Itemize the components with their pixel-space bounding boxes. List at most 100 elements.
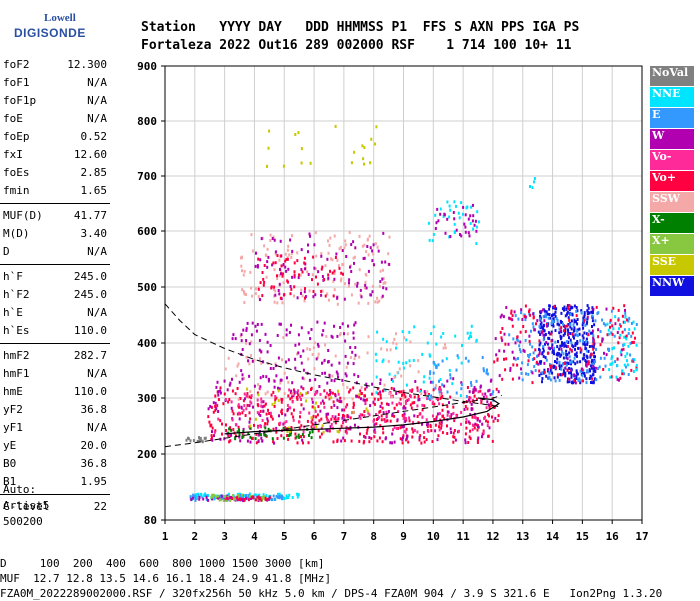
data-point — [552, 349, 555, 353]
data-point — [228, 427, 231, 431]
data-point — [280, 497, 283, 500]
data-point — [561, 307, 564, 311]
data-point — [531, 322, 534, 326]
data-point — [437, 434, 440, 438]
data-point — [449, 373, 452, 377]
autoscaling-info: Auto: Artist5 500200 — [3, 482, 49, 530]
data-point — [354, 246, 357, 250]
data-point — [261, 294, 264, 298]
data-point — [257, 286, 260, 290]
data-point — [311, 422, 314, 426]
data-point — [609, 325, 611, 329]
data-point — [345, 425, 348, 429]
data-point — [291, 400, 294, 404]
data-point — [242, 408, 245, 412]
data-point — [332, 294, 335, 298]
data-point — [469, 331, 472, 335]
data-point — [479, 385, 482, 389]
data-point — [219, 386, 222, 390]
data-point — [210, 435, 213, 439]
data-point — [207, 407, 210, 411]
data-point — [523, 315, 526, 318]
data-point — [211, 493, 214, 497]
data-point — [262, 374, 265, 378]
y-tick-label: 500 — [137, 281, 157, 294]
data-point — [590, 381, 592, 384]
data-point — [590, 375, 593, 379]
data-point — [632, 370, 635, 373]
data-point — [259, 409, 262, 413]
data-point — [274, 252, 277, 256]
data-point — [353, 373, 356, 377]
data-point — [359, 416, 362, 420]
data-point — [280, 495, 283, 499]
data-point — [311, 405, 314, 409]
data-point — [555, 317, 558, 321]
data-point — [631, 331, 634, 335]
data-point — [467, 420, 470, 424]
data-point — [224, 494, 227, 498]
data-point — [317, 270, 320, 274]
data-point — [261, 418, 264, 422]
data-point — [635, 343, 638, 347]
data-point — [549, 365, 552, 369]
data-point — [500, 336, 503, 340]
data-point — [307, 441, 310, 445]
data-point — [346, 386, 349, 390]
data-point — [334, 124, 337, 128]
data-point — [611, 361, 614, 365]
data-point — [460, 387, 463, 391]
data-point — [234, 392, 237, 396]
data-point — [262, 400, 265, 404]
data-point — [289, 406, 292, 410]
data-point — [466, 407, 469, 411]
data-point — [225, 499, 228, 503]
data-point — [368, 440, 371, 444]
data-point — [282, 426, 285, 430]
data-point — [460, 422, 462, 426]
data-point — [469, 222, 472, 225]
data-point — [371, 249, 374, 253]
data-point — [439, 212, 442, 216]
data-point — [573, 318, 576, 322]
data-point — [405, 436, 408, 440]
data-point — [408, 359, 411, 363]
data-point — [246, 403, 249, 407]
data-point — [266, 419, 269, 423]
data-point — [556, 373, 559, 377]
data-point — [614, 315, 617, 319]
data-point — [622, 347, 625, 351]
data-point — [217, 393, 220, 397]
data-point — [430, 332, 433, 336]
data-point — [498, 349, 501, 353]
data-point — [273, 441, 275, 445]
data-point — [382, 277, 385, 281]
data-point — [617, 308, 620, 312]
data-point — [291, 275, 294, 279]
data-point — [290, 389, 293, 393]
data-point — [331, 374, 334, 378]
data-point — [575, 342, 578, 346]
data-point — [448, 235, 451, 239]
data-point — [546, 351, 549, 355]
data-point — [367, 253, 370, 257]
data-point — [548, 346, 551, 350]
x-tick-label: 16 — [606, 530, 620, 543]
data-point — [333, 379, 336, 383]
data-point — [529, 342, 531, 346]
data-point — [309, 234, 311, 238]
data-point — [535, 360, 538, 364]
data-point — [375, 391, 378, 395]
data-point — [435, 364, 438, 368]
data-point — [274, 250, 277, 254]
data-point — [409, 395, 412, 399]
data-point — [449, 235, 452, 238]
data-point — [457, 356, 460, 360]
data-point — [256, 323, 259, 326]
data-point — [279, 254, 282, 258]
data-point — [241, 269, 243, 273]
data-point — [486, 420, 489, 424]
data-point — [490, 401, 492, 405]
data-point — [254, 287, 257, 291]
data-point — [375, 375, 378, 379]
